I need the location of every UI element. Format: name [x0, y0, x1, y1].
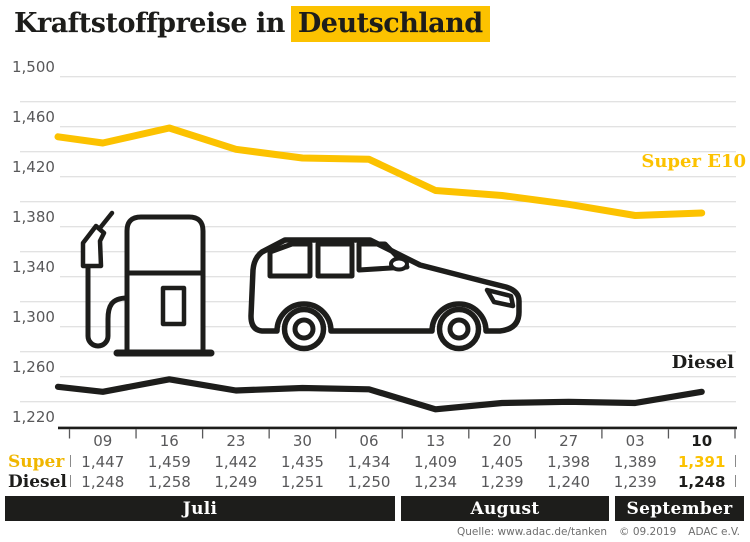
month-band-august: August	[401, 496, 609, 521]
table-cell-super: 1,398	[547, 453, 591, 471]
title-prefix: Kraftstoffpreise in	[14, 8, 285, 39]
table-header-date: 20	[492, 432, 512, 450]
y-axis-label: 1,340	[12, 258, 55, 276]
month-label: August	[470, 498, 540, 519]
table-cell-super: 1,409	[414, 453, 457, 471]
table-header-date: 13	[425, 432, 446, 450]
table-cell-diesel: 1,248	[677, 473, 726, 491]
table-row-label-diesel: Diesel	[8, 472, 67, 492]
table-cell-diesel: 1,234	[414, 473, 457, 491]
page-title: Kraftstoffpreise in Deutschland	[14, 6, 490, 42]
month-band-juli: Juli	[5, 496, 395, 521]
y-axis-label: 1,220	[12, 408, 55, 426]
table-row-tick	[734, 475, 736, 487]
table-cell-super: 1,405	[480, 453, 524, 471]
table-header-date: 30	[292, 432, 312, 450]
series-lines	[54, 124, 706, 413]
table-cell-diesel: 1,248	[81, 473, 125, 491]
month-band-september: September	[615, 496, 744, 521]
y-axis-label: 1,460	[12, 108, 55, 126]
line-super-e10	[54, 124, 706, 219]
table-header-date: 27	[559, 432, 579, 450]
source-note: Quelle: www.adac.de/tanken © 09.2019 ADA…	[457, 526, 740, 538]
y-axis-label: 1,420	[12, 158, 55, 176]
table-cell-super: 1,447	[81, 453, 125, 471]
organization: ADAC e.V.	[688, 526, 740, 538]
table-cell-super: 1,391	[677, 453, 726, 471]
table-cell-diesel: 1,240	[547, 473, 591, 491]
table-header-date: 09	[93, 432, 113, 450]
table-header-date: 03	[625, 432, 645, 450]
table-header-date: 06	[359, 432, 379, 450]
table-cell-super: 1,389	[613, 453, 657, 471]
y-axis-label: 1,380	[12, 208, 55, 226]
x-axis	[58, 426, 737, 439]
y-axis-label: 1,260	[12, 358, 55, 376]
month-label: Juli	[182, 498, 218, 519]
line-diesel	[54, 376, 705, 413]
table-header-date: 23	[226, 432, 246, 450]
table-row-tick	[69, 475, 71, 487]
table-cell-diesel: 1,239	[480, 473, 524, 491]
series-label-super-e10: Super E10	[641, 151, 746, 172]
table-row-label-super: Super	[8, 452, 65, 472]
y-axis-label: 1,500	[12, 58, 55, 76]
car-icon	[248, 237, 522, 352]
table-row-tick	[69, 455, 71, 467]
table-cell-super: 1,442	[214, 453, 258, 471]
table-header-date: 16	[159, 432, 179, 450]
table-cell-super: 1,459	[147, 453, 191, 471]
table-cell-diesel: 1,249	[214, 473, 258, 491]
table-cell-diesel: 1,258	[147, 473, 191, 491]
table-cell-super: 1,435	[280, 453, 324, 471]
y-axis-labels: 1,220 1,260 1,300 1,340 1,380 1,420 1,460 1,500	[12, 58, 55, 426]
table-cell-diesel: 1,239	[613, 473, 657, 491]
source-url: Quelle: www.adac.de/tanken	[456, 526, 608, 538]
series-label-diesel: Diesel	[671, 352, 734, 373]
month-label: September	[626, 498, 733, 519]
table-header-date: 10	[691, 432, 713, 450]
title-highlight: Deutschland	[290, 6, 490, 42]
copyright-date: © 09.2019	[619, 526, 677, 538]
table-cell-super: 1,434	[347, 453, 391, 471]
fuel-pump-icon	[80, 210, 215, 357]
table-cell-diesel: 1,250	[347, 473, 391, 491]
y-axis-label: 1,300	[12, 308, 55, 326]
table-cell-diesel: 1,251	[280, 473, 324, 491]
table-row-tick	[734, 455, 736, 467]
